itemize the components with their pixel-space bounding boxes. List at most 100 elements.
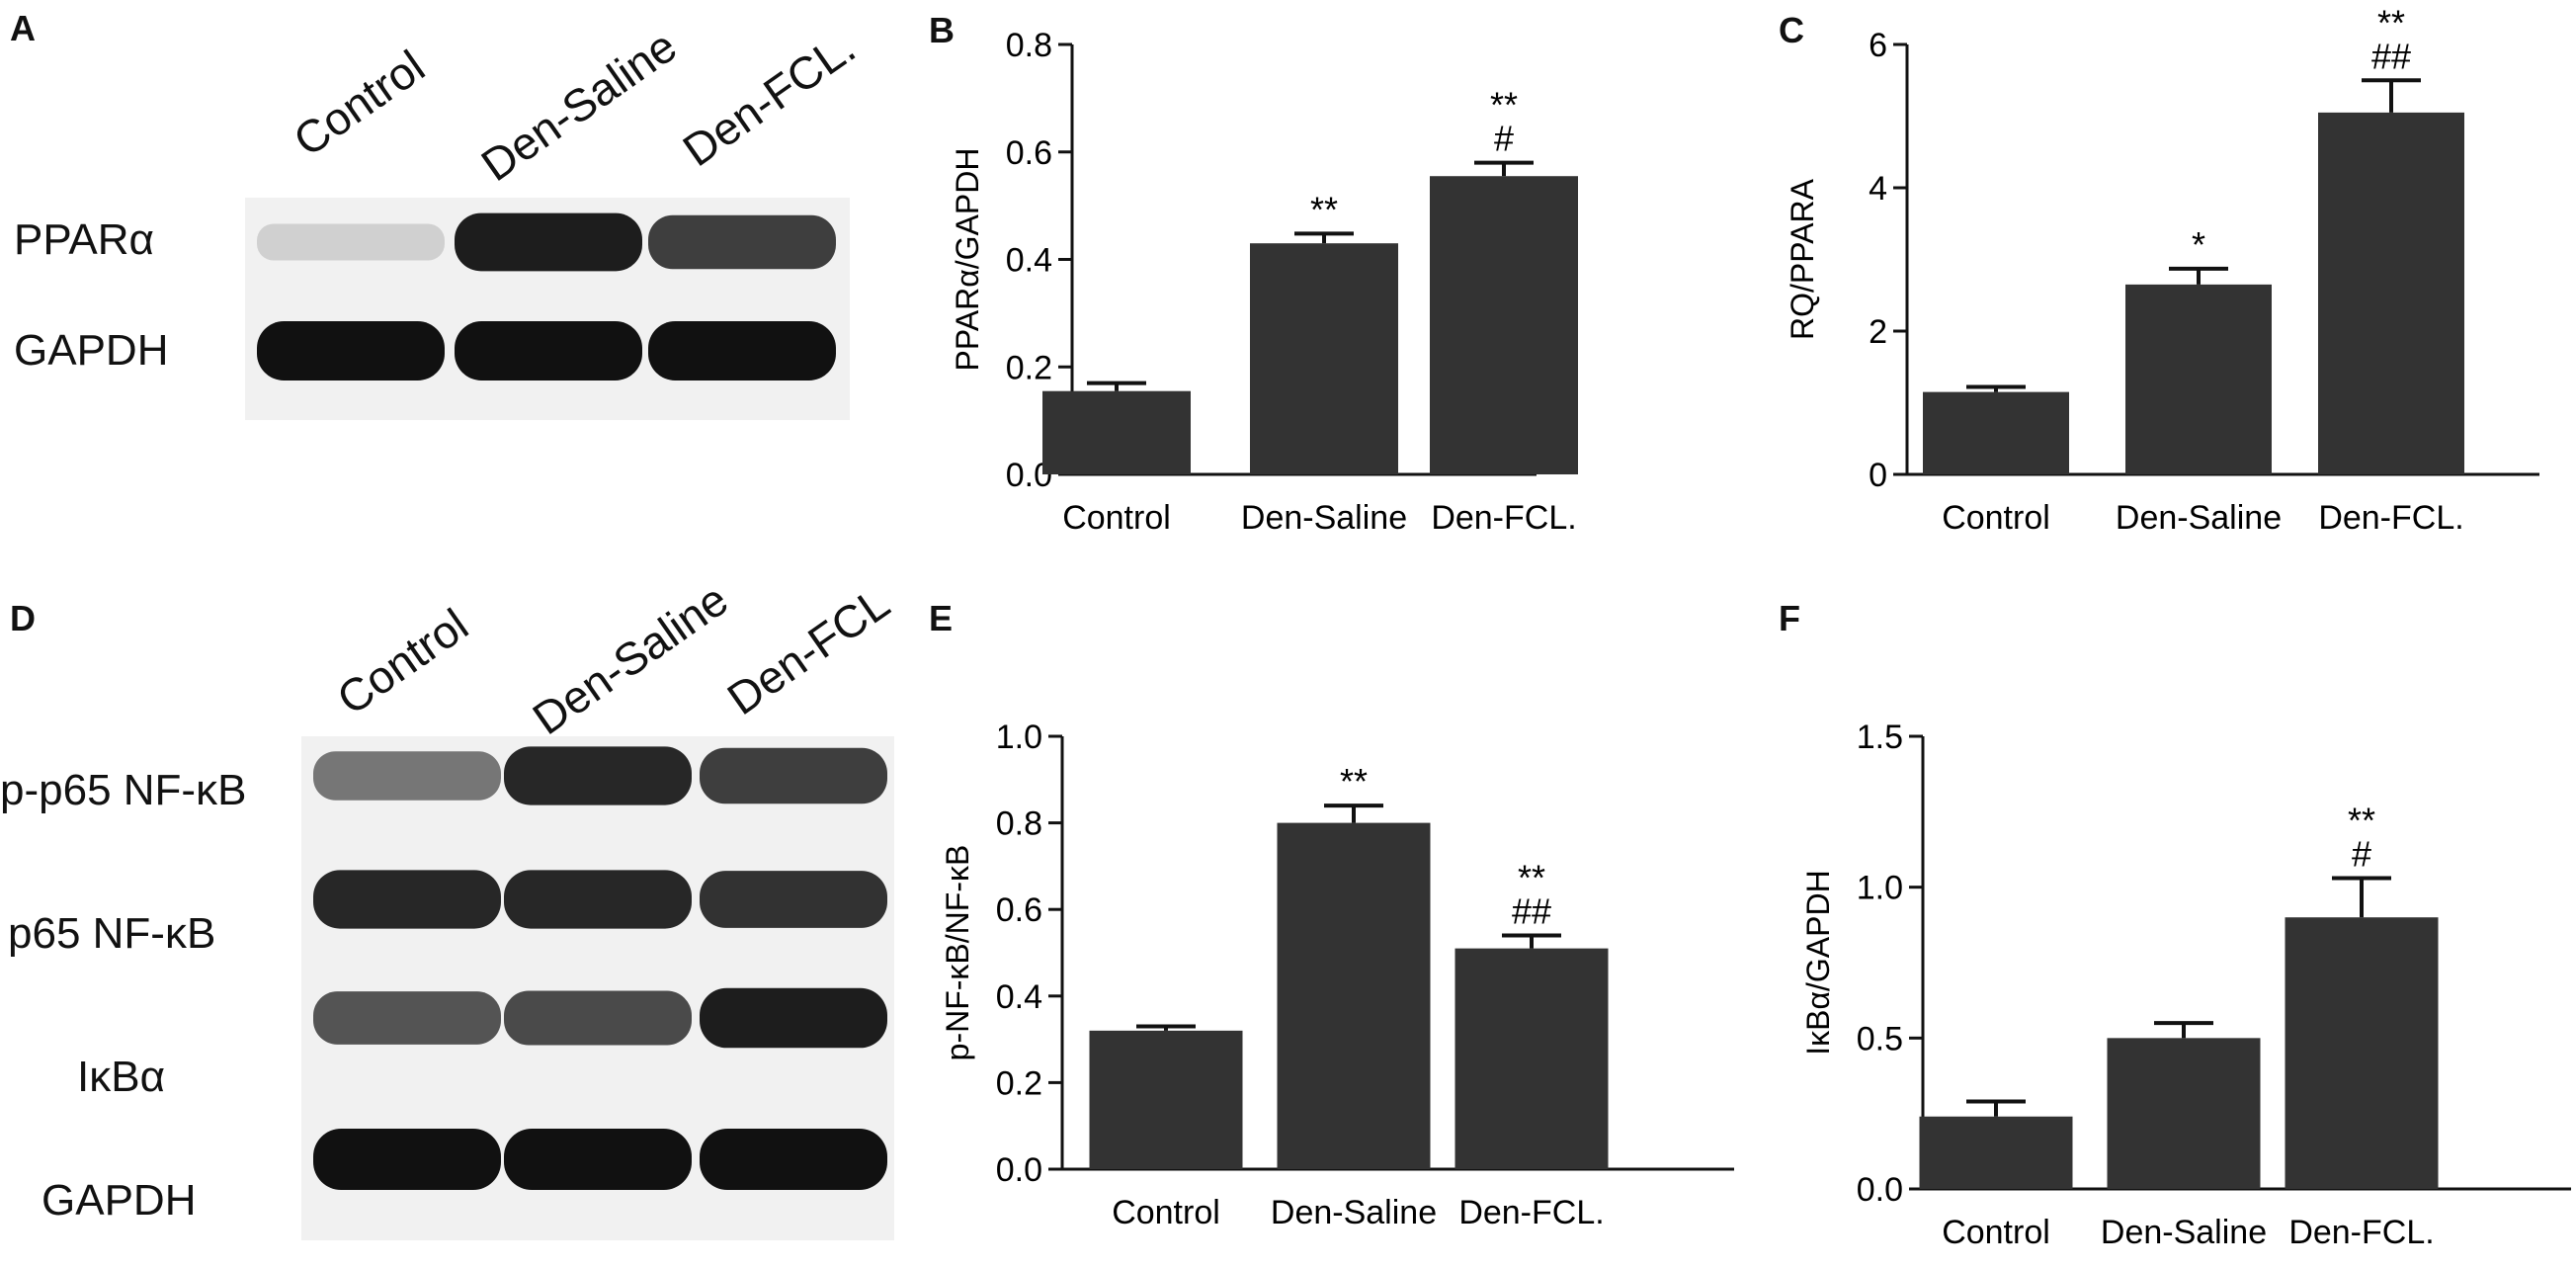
panel-letter-b: B	[929, 10, 955, 50]
y-tick-label: 6	[1869, 27, 1887, 64]
panel-letter-c: C	[1779, 10, 1804, 50]
y-tick-label: 0.2	[1006, 349, 1052, 386]
significance-mark: *	[2192, 224, 2205, 265]
y-axis-label: PPARα/GAPDH	[950, 148, 985, 372]
bar	[1277, 822, 1431, 1169]
y-tick-label: 0	[1869, 457, 1887, 494]
blot-d-protein-label: p-p65 NF-κB	[0, 766, 247, 814]
significance-mark: **	[1310, 189, 1338, 229]
blot-d-lane-label: Den-FCL	[717, 576, 899, 725]
blot-d-protein-label: p65 NF-κB	[8, 909, 216, 958]
blot-band	[700, 747, 887, 804]
y-tick-label: 0.0	[996, 1151, 1042, 1189]
blot-band	[700, 987, 887, 1049]
bar	[2285, 917, 2439, 1189]
bar	[1042, 390, 1191, 474]
blot-band	[504, 746, 692, 805]
blot-a-lane-label: Den-Saline	[471, 20, 686, 192]
panel-letter-e: E	[929, 598, 954, 638]
blot-a-bands	[257, 212, 836, 381]
blot-band	[313, 1129, 501, 1190]
blot-a-lane-label: Den-FCL.	[673, 21, 865, 177]
significance-mark: #	[1494, 119, 1514, 159]
x-tick-label: Control	[1112, 1194, 1220, 1231]
blot-band	[700, 871, 887, 928]
y-axis-label: p-NF-κB/NF-κB	[940, 845, 975, 1061]
blot-band	[504, 990, 692, 1046]
bar	[2107, 1038, 2261, 1189]
blot-d-membrane	[301, 736, 894, 1240]
x-tick-label: Den-Saline	[1271, 1194, 1437, 1231]
significance-mark: **	[1518, 857, 1545, 897]
panel-letter-d: D	[10, 598, 36, 638]
x-tick-label: Den-Saline	[2101, 1214, 2267, 1251]
blot-band	[313, 991, 501, 1045]
blot-a-protein-label: GAPDH	[14, 326, 169, 375]
blot-d-lane-label: Control	[327, 598, 477, 725]
blot-band	[257, 223, 445, 261]
significance-mark: ##	[1512, 890, 1551, 931]
bar-chart-e: 0.0 0.2 0.4 0.6 0.8 1.0 p-NF-κB/NF-κB Control De…	[940, 719, 1734, 1231]
bar	[2318, 112, 2464, 474]
x-tick-label: Den-Saline	[2116, 499, 2282, 537]
bar	[1919, 1116, 2073, 1189]
significance-mark: **	[1340, 761, 1368, 802]
y-tick-label: 0.0	[1857, 1171, 1903, 1209]
blot-band	[455, 212, 642, 272]
significance-mark: ##	[2371, 36, 2411, 76]
bar-chart-f: 0.0 0.5 1.0 1.5 IκBα/GAPDH Control Den-Saline D…	[1800, 719, 2571, 1251]
bar	[1923, 391, 2069, 474]
blot-a-protein-label: PPARα	[14, 215, 154, 264]
y-axis-label: RQ/PPARA	[1785, 178, 1820, 340]
y-tick-label: 0.8	[996, 805, 1042, 843]
y-tick-label: 2	[1869, 313, 1887, 351]
x-tick-label: Den-Saline	[1241, 499, 1407, 537]
bar	[1089, 1030, 1243, 1169]
x-tick-label: Den-FCL.	[1431, 499, 1576, 537]
blot-band	[257, 321, 445, 381]
y-tick-label: 0.4	[996, 978, 1042, 1016]
blot-d-lane-label: Den-Saline	[523, 573, 737, 745]
significance-mark: **	[1490, 85, 1518, 126]
y-tick-label: 1.5	[1857, 719, 1903, 756]
bar	[2125, 284, 2272, 474]
bar-chart-c: 0 2 4 6 RQ/PPARA Control Den-Saline * Den-FCL. ##…	[1785, 2, 2539, 537]
y-tick-label: 4	[1869, 170, 1887, 208]
y-tick-label: 1.0	[996, 719, 1042, 756]
x-tick-label: Control	[1942, 1214, 2050, 1251]
x-tick-label: Den-FCL.	[2318, 499, 2463, 537]
x-tick-label: Den-FCL.	[1458, 1194, 1604, 1231]
blot-a-membrane	[245, 198, 850, 420]
y-tick-label: 0.4	[1006, 242, 1052, 280]
panel-letter-f: F	[1779, 598, 1800, 638]
blot-band	[504, 870, 692, 929]
blot-band	[648, 321, 836, 381]
y-tick-label: 0.6	[1006, 134, 1052, 172]
blot-band	[648, 214, 836, 270]
y-tick-label: 0.8	[1006, 27, 1052, 64]
blot-d-protein-label: GAPDH	[42, 1176, 197, 1225]
blot-band	[313, 751, 501, 801]
y-tick-label: 0.5	[1857, 1020, 1903, 1058]
bar	[1250, 243, 1398, 474]
significance-mark: #	[2352, 834, 2371, 875]
blot-band	[313, 870, 501, 929]
significance-mark: **	[2348, 801, 2375, 841]
blot-d-protein-label: IκBα	[77, 1053, 166, 1101]
blot-band	[700, 1129, 887, 1190]
panel-letter-a: A	[10, 8, 36, 48]
bar	[1430, 176, 1578, 474]
y-tick-label: 0.6	[996, 891, 1042, 929]
blot-band	[455, 321, 642, 381]
blot-a-lane-label: Control	[284, 40, 434, 167]
bar	[1454, 948, 1609, 1169]
blot-d-bands	[313, 746, 887, 1190]
x-tick-label: Control	[1942, 499, 2050, 537]
y-tick-label: 1.0	[1857, 870, 1903, 907]
y-axis-label: IκBα/GAPDH	[1800, 870, 1836, 1055]
x-tick-label: Den-FCL.	[2288, 1214, 2434, 1251]
blot-band	[504, 1129, 692, 1190]
significance-mark: **	[2377, 2, 2405, 42]
x-tick-label: Control	[1062, 499, 1171, 537]
